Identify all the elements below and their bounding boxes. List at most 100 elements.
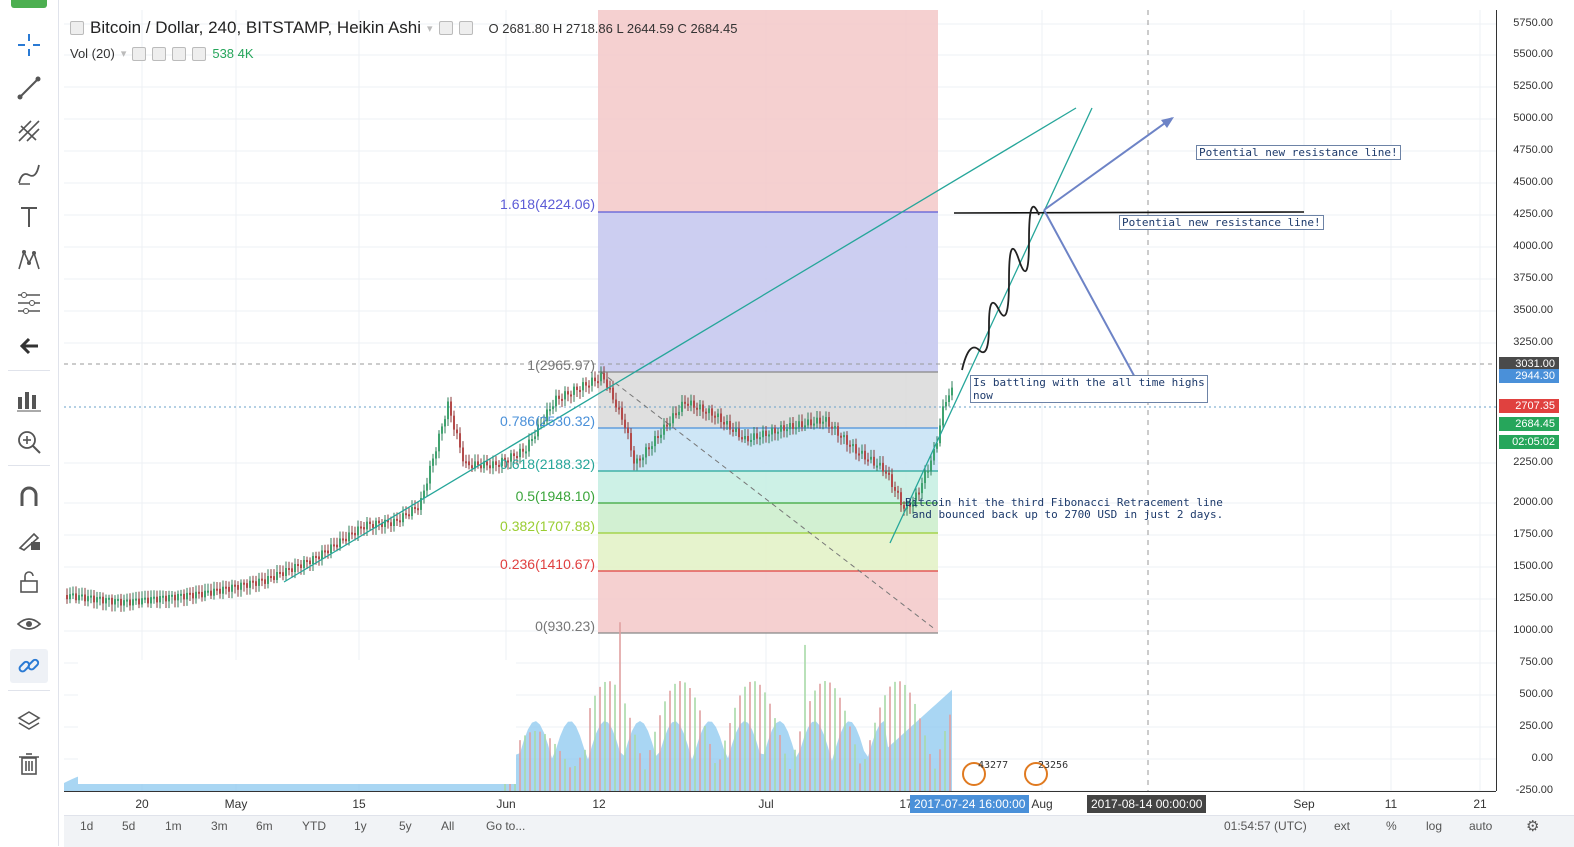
- volume-bar: [879, 707, 881, 791]
- close-icon[interactable]: [192, 46, 207, 61]
- candle-body: [777, 431, 779, 434]
- scale-option-ext[interactable]: ext: [1334, 819, 1351, 833]
- range-button-6m[interactable]: 6m: [256, 819, 273, 833]
- chevron-down-icon[interactable]: ▾: [120, 48, 127, 60]
- candle-body: [609, 387, 611, 390]
- range-button-3m[interactable]: 3m: [211, 819, 228, 833]
- candle-body: [918, 492, 920, 495]
- symbol-legend[interactable]: Bitcoin / Dollar, 240, BITSTAMP, Heikin …: [70, 18, 737, 38]
- candle-body: [720, 413, 722, 423]
- candle-body: [441, 426, 443, 434]
- range-button-all[interactable]: All: [441, 819, 455, 833]
- chevron-down-icon[interactable]: ▾: [427, 22, 433, 35]
- candle-body: [819, 417, 821, 424]
- volume-bar: [744, 686, 746, 791]
- fib-level-label: 1.618(4224.06): [500, 196, 595, 212]
- candle-body: [924, 471, 926, 484]
- volume-legend[interactable]: Vol (20) ▾ 538 4K: [70, 46, 254, 61]
- time-cursor-tag: 2017-07-24 16:00:00: [910, 795, 1030, 813]
- scale-option-log[interactable]: log: [1426, 819, 1443, 833]
- candle-body: [729, 421, 731, 430]
- trend-lines[interactable]: [283, 107, 1305, 583]
- long-position-icon[interactable]: [10, 383, 48, 417]
- note-fib-1[interactable]: Bitcoin hit the third Fibonacci Retracem…: [905, 496, 1223, 509]
- time-axis[interactable]: 21 11 Sep Aug 17 Jul 12 Jun 15 May 20 2017-07-24 1…: [64, 791, 1496, 816]
- time-label: Sep: [1293, 797, 1315, 811]
- settings-icon[interactable]: [152, 46, 167, 61]
- price-tick: 500.00: [1519, 688, 1553, 700]
- candle-body: [810, 419, 812, 426]
- note-fib-2[interactable]: and bounced back up to 2700 USD in just …: [912, 508, 1224, 521]
- scale-option-percent[interactable]: %: [1386, 819, 1397, 833]
- range-button-1y[interactable]: 1y: [354, 819, 367, 833]
- candle-body: [285, 567, 287, 576]
- zoom-in-icon[interactable]: [10, 425, 48, 459]
- candle-body: [387, 519, 389, 523]
- range-button-5d[interactable]: 5d: [122, 819, 136, 833]
- scale-option-auto[interactable]: auto: [1469, 819, 1493, 833]
- eye-toggle-icon[interactable]: [132, 46, 147, 61]
- volume-histogram: [64, 622, 952, 791]
- note-resistance-mid[interactable]: Potential new resistance line!: [1119, 215, 1324, 230]
- note-resistance-top[interactable]: Potential new resistance line!: [1196, 145, 1401, 160]
- note-battling[interactable]: Is battling with the all time highs now: [970, 375, 1208, 403]
- candle-body: [765, 430, 767, 436]
- candle-body: [645, 447, 647, 458]
- volume-bar: [604, 681, 606, 791]
- back-arrow-icon[interactable]: [10, 329, 48, 363]
- brush-icon[interactable]: [10, 157, 48, 191]
- candle-body: [276, 572, 278, 580]
- volume-bar: [774, 718, 776, 791]
- time-label: 11: [1384, 797, 1398, 811]
- range-button-1m[interactable]: 1m: [165, 819, 182, 833]
- volume-bar: [844, 710, 846, 791]
- lock-drawing-icon[interactable]: [10, 522, 48, 556]
- volume-bar: [919, 718, 921, 791]
- candle-body: [678, 411, 680, 416]
- price-chart[interactable]: [64, 10, 1496, 791]
- candle-body: [210, 590, 212, 596]
- trash-icon[interactable]: [10, 747, 48, 781]
- candle-body: [948, 395, 950, 402]
- unlock-icon[interactable]: [10, 565, 48, 599]
- volume-bar: [619, 622, 621, 791]
- goto-button[interactable]: Go to...: [486, 819, 526, 833]
- candle-body: [846, 435, 848, 445]
- candle-body: [633, 450, 635, 464]
- range-button-1d[interactable]: 1d: [80, 819, 94, 833]
- candle-body: [519, 448, 521, 458]
- range-button-5y[interactable]: 5y: [399, 819, 412, 833]
- candle-body: [321, 550, 323, 560]
- magnet-icon[interactable]: [10, 480, 48, 514]
- candle-body: [888, 472, 890, 475]
- price-axis[interactable]: 5750.00 5500.00 5250.00 5000.00 4750.00 4500.…: [1496, 10, 1574, 796]
- layers-icon[interactable]: [10, 705, 48, 739]
- pitchfork-icon[interactable]: [10, 114, 48, 148]
- candle-body: [927, 470, 929, 473]
- remove-icon[interactable]: [458, 21, 473, 35]
- crosshair-icon[interactable]: [10, 28, 48, 62]
- add-icon[interactable]: [172, 46, 187, 61]
- candle-body: [324, 550, 326, 553]
- trend-line-icon[interactable]: [10, 71, 48, 105]
- text-icon[interactable]: [10, 200, 48, 234]
- volume-bar: [864, 759, 866, 791]
- volume-bar: [944, 731, 946, 791]
- fib-zones[interactable]: [598, 10, 938, 634]
- range-button-ytd[interactable]: YTD: [302, 819, 326, 833]
- candle-body: [516, 456, 518, 459]
- gear-icon[interactable]: ⚙: [1526, 818, 1540, 835]
- settings-icon[interactable]: [438, 21, 453, 35]
- events-markers[interactable]: [962, 762, 1048, 786]
- collapse-icon[interactable]: [70, 21, 84, 35]
- volume-bar: [729, 723, 731, 791]
- volume-bar: [809, 701, 811, 791]
- pattern-icon[interactable]: [10, 243, 48, 277]
- candle-body: [621, 407, 623, 420]
- eye-icon[interactable]: [10, 607, 48, 641]
- candle-body: [201, 591, 203, 598]
- candle-body: [507, 460, 509, 463]
- link-icon[interactable]: [10, 649, 48, 683]
- volume-bar: [674, 683, 676, 791]
- fib-tool-icon[interactable]: [10, 286, 48, 320]
